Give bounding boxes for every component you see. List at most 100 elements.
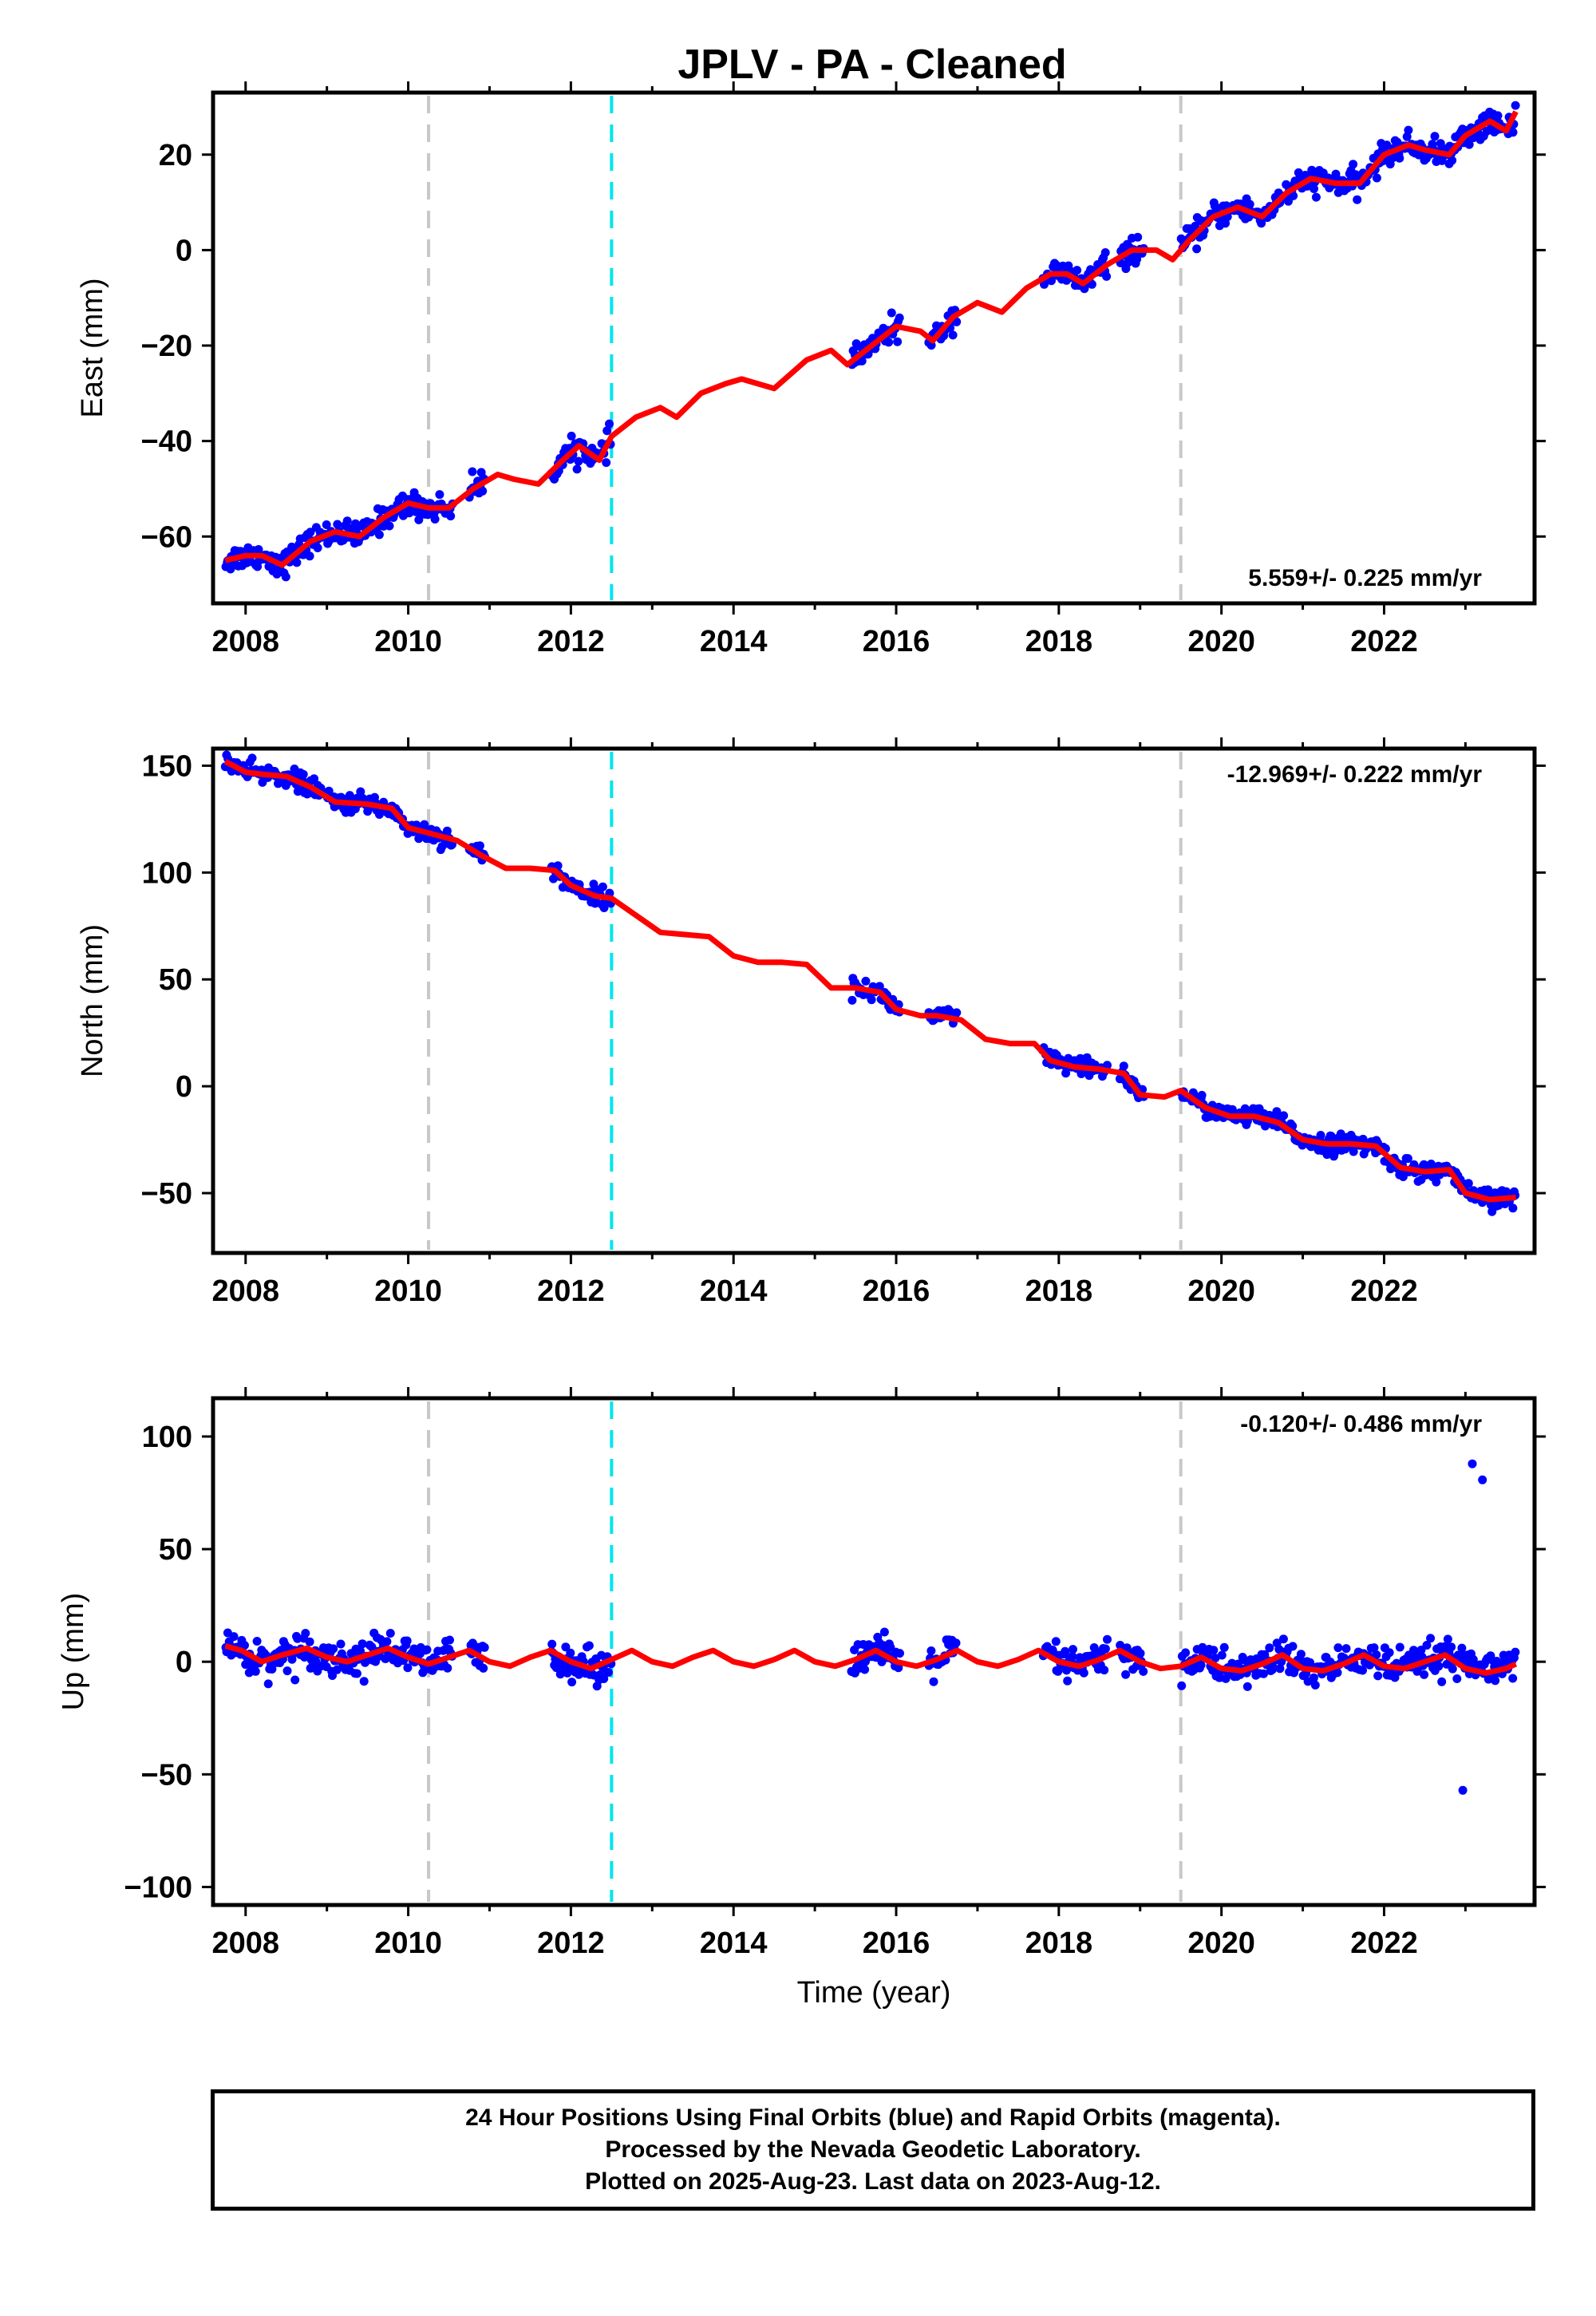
observation-point bbox=[247, 753, 257, 763]
observation-point bbox=[1278, 1634, 1288, 1644]
observation-point bbox=[1209, 1646, 1219, 1655]
footer-caption-box: 24 Hour Positions Using Final Orbits (bl… bbox=[211, 2089, 1535, 2211]
observation-point bbox=[402, 1636, 412, 1646]
observation-point bbox=[263, 1679, 273, 1689]
observation-point bbox=[1491, 1676, 1500, 1686]
observation-point bbox=[1279, 1111, 1289, 1120]
observation-point bbox=[298, 769, 308, 779]
y-tick-label: 100 bbox=[142, 856, 192, 890]
rate-label-north: -12.969+/- 0.222 mm/yr bbox=[1227, 761, 1483, 788]
observation-point bbox=[1288, 1642, 1298, 1651]
y-tick-label: 150 bbox=[142, 749, 192, 783]
observation-point bbox=[1181, 1648, 1191, 1658]
observation-point bbox=[603, 1668, 613, 1677]
x-tick-label: 2010 bbox=[374, 625, 442, 658]
observation-point bbox=[1192, 244, 1202, 254]
observation-point bbox=[281, 572, 290, 582]
observation-point bbox=[1349, 1147, 1358, 1156]
observation-point bbox=[602, 458, 611, 468]
observation-point bbox=[1051, 1637, 1061, 1646]
observation-point bbox=[1217, 1650, 1227, 1660]
observations-east bbox=[221, 101, 1520, 582]
observation-point bbox=[847, 995, 857, 1005]
observation-point bbox=[1259, 1669, 1268, 1678]
y-axis-label-east: East (mm) bbox=[76, 278, 109, 417]
observation-point bbox=[342, 516, 352, 526]
observation-point bbox=[382, 1637, 392, 1646]
x-tick-label: 2016 bbox=[863, 1275, 930, 1308]
observation-point bbox=[356, 787, 365, 796]
observation-point bbox=[1404, 125, 1413, 135]
observation-point bbox=[1333, 1643, 1343, 1653]
x-tick-label: 2014 bbox=[700, 625, 768, 658]
observation-point bbox=[403, 1663, 413, 1673]
x-axis-label: Time (year) bbox=[797, 1976, 951, 2010]
observation-point bbox=[445, 1635, 454, 1645]
observation-point bbox=[1426, 1634, 1436, 1643]
observation-point bbox=[1478, 1475, 1487, 1484]
observation-point bbox=[572, 464, 582, 474]
observation-point bbox=[374, 530, 384, 539]
observation-point bbox=[1447, 1642, 1456, 1652]
observation-point bbox=[336, 1639, 346, 1649]
observation-point bbox=[951, 1638, 961, 1648]
y-tick-label: 50 bbox=[159, 1533, 192, 1567]
observation-point bbox=[310, 774, 319, 784]
observation-point bbox=[1508, 128, 1518, 137]
observation-point bbox=[929, 1677, 938, 1686]
observation-point bbox=[293, 1634, 302, 1643]
observation-point bbox=[1443, 1634, 1452, 1644]
x-tick-label: 2018 bbox=[1025, 1275, 1093, 1308]
footer-line-3: Plotted on 2025-Aug-23. Last data on 202… bbox=[585, 2168, 1161, 2195]
observation-point bbox=[1511, 101, 1520, 110]
observation-point bbox=[1468, 1459, 1477, 1468]
observation-point bbox=[860, 1665, 870, 1674]
observation-point bbox=[1511, 1647, 1520, 1657]
observation-point bbox=[1341, 1644, 1351, 1654]
observation-point bbox=[305, 1637, 314, 1646]
observation-point bbox=[1309, 1673, 1318, 1682]
observation-point bbox=[358, 1639, 367, 1649]
y-tick-label: 100 bbox=[142, 1421, 192, 1454]
observation-point bbox=[442, 826, 452, 836]
x-tick-label: 2008 bbox=[211, 625, 279, 658]
observation-point bbox=[305, 551, 314, 561]
observation-point bbox=[875, 982, 884, 991]
x-tick-label: 2008 bbox=[211, 1927, 279, 1960]
observation-point bbox=[948, 330, 958, 340]
observation-point bbox=[479, 1663, 488, 1673]
x-tick-label: 2018 bbox=[1025, 625, 1093, 658]
observation-point bbox=[1289, 191, 1298, 200]
observation-point bbox=[1369, 1643, 1379, 1653]
observation-point bbox=[1089, 1643, 1099, 1652]
observation-point bbox=[567, 431, 576, 441]
observation-point bbox=[328, 1671, 337, 1680]
observation-point bbox=[1358, 1666, 1367, 1675]
x-tick-label: 2012 bbox=[537, 1927, 605, 1960]
observation-point bbox=[584, 1641, 594, 1650]
observation-point bbox=[254, 545, 263, 554]
y-tick-label: −50 bbox=[141, 1177, 192, 1211]
observation-point bbox=[1448, 1664, 1457, 1674]
observation-point bbox=[599, 1674, 609, 1683]
observation-point bbox=[1116, 1641, 1125, 1650]
y-tick-label: −100 bbox=[124, 1871, 192, 1904]
y-tick-label: −60 bbox=[141, 520, 192, 554]
observation-point bbox=[356, 1646, 365, 1656]
observation-point bbox=[420, 820, 429, 829]
observation-point bbox=[1457, 1643, 1467, 1653]
observation-point bbox=[1373, 1671, 1383, 1681]
observation-point bbox=[1268, 1663, 1278, 1672]
observation-point bbox=[1119, 1061, 1128, 1071]
y-tick-label: 0 bbox=[176, 1646, 192, 1679]
observation-point bbox=[1260, 1650, 1270, 1659]
observation-point bbox=[1420, 1670, 1429, 1679]
footer-line-1: 24 Hour Positions Using Final Orbits (bl… bbox=[465, 2105, 1281, 2131]
observation-point bbox=[1403, 1154, 1412, 1164]
observation-point bbox=[422, 1645, 432, 1654]
x-tick-label: 2018 bbox=[1025, 1927, 1093, 1960]
observation-point bbox=[1452, 1674, 1462, 1683]
observation-point bbox=[385, 1629, 395, 1638]
observation-point bbox=[437, 842, 447, 852]
footer-line-2: Processed by the Nevada Geodetic Laborat… bbox=[605, 2136, 1141, 2163]
